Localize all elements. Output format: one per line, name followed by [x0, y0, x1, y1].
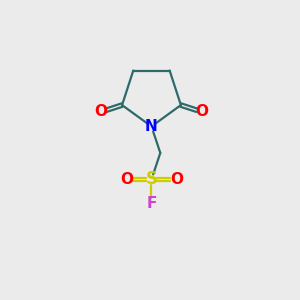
Text: S: S: [146, 170, 158, 188]
Text: O: O: [120, 172, 133, 187]
Text: O: O: [170, 172, 183, 187]
Text: O: O: [195, 104, 208, 119]
Text: F: F: [146, 196, 157, 211]
Text: O: O: [94, 104, 108, 119]
Text: N: N: [145, 119, 158, 134]
